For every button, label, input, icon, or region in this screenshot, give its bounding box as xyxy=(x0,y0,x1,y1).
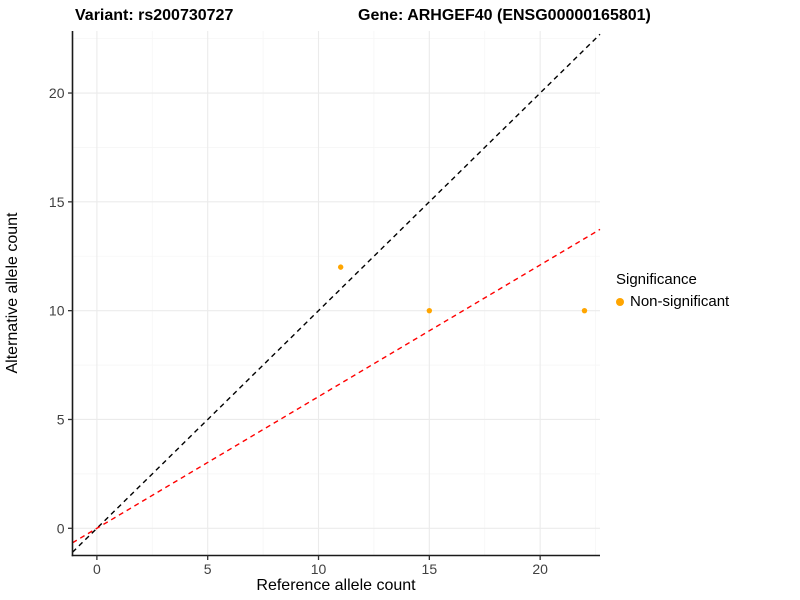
y-tick-label: 5 xyxy=(57,411,65,427)
y-axis-title: Alternative allele count xyxy=(4,212,21,374)
x-tick-label: 10 xyxy=(311,561,327,577)
x-axis-title: Reference allele count xyxy=(256,577,416,594)
x-tick-label: 15 xyxy=(422,561,438,577)
identity-line xyxy=(72,33,601,553)
legend: Significance Non-significant xyxy=(616,271,729,310)
legend-item-label: Non-significant xyxy=(630,293,730,310)
fit-line xyxy=(72,228,601,544)
legend-title: Significance xyxy=(616,271,697,288)
y-tick-label: 20 xyxy=(49,85,65,101)
data-point xyxy=(426,307,433,314)
y-tick-label: 15 xyxy=(49,194,65,210)
y-tick-label: 10 xyxy=(49,303,65,319)
data-point xyxy=(581,307,588,314)
data-point xyxy=(337,264,344,270)
x-tick-label: 20 xyxy=(532,561,548,577)
plot-title-variant: Variant: rs200730727 xyxy=(75,7,234,24)
x-tick-label: 5 xyxy=(204,561,212,577)
plot-title-gene: Gene: ARHGEF40 (ENSG00000165801) xyxy=(358,7,651,24)
y-tick-label: 0 xyxy=(57,520,65,536)
x-tick-label: 0 xyxy=(93,561,101,577)
legend-point-icon xyxy=(616,297,624,306)
legend-item: Non-significant xyxy=(616,293,729,310)
